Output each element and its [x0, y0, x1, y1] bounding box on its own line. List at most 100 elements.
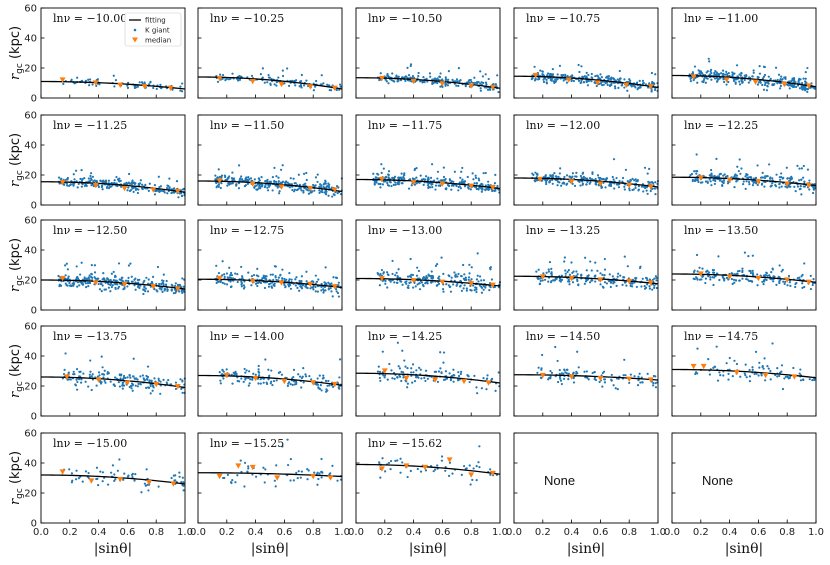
- k-giant-point: [101, 188, 104, 191]
- k-giant-point: [611, 175, 614, 179]
- k-giant-point: [112, 74, 115, 77]
- median-marker: [150, 284, 157, 290]
- k-giant-point: [111, 284, 114, 287]
- k-giant-point: [113, 479, 116, 482]
- k-giant-point: [478, 179, 481, 182]
- k-giant-point: [141, 187, 144, 191]
- k-giant-point: [590, 80, 593, 83]
- k-giant-point: [127, 279, 130, 282]
- k-giant-point: [466, 374, 469, 377]
- k-giant-point: [486, 88, 490, 91]
- k-giant-point: [755, 372, 758, 375]
- legend-kgiant-label: K giant: [145, 27, 170, 35]
- panel-label: lnν = −11.50: [210, 119, 284, 132]
- panel-label: lnν = −10.00: [53, 12, 127, 25]
- k-giant-point: [778, 374, 781, 378]
- k-giant-point: [89, 172, 93, 175]
- k-giant-point: [740, 71, 743, 75]
- x-tick-label: 0.6: [750, 527, 766, 538]
- k-giant-point: [754, 350, 758, 353]
- k-giant-point: [634, 279, 637, 282]
- k-giant-point: [329, 283, 332, 286]
- k-giant-point: [784, 280, 787, 284]
- k-giant-point: [391, 377, 394, 380]
- k-giant-point: [100, 282, 103, 285]
- k-giant-point: [694, 372, 697, 376]
- k-giant-point: [721, 275, 724, 278]
- k-giant-point: [480, 190, 483, 193]
- k-giant-point: [229, 285, 233, 289]
- k-giant-point: [770, 270, 773, 274]
- k-giant-point: [487, 180, 490, 183]
- k-giant-point: [452, 368, 455, 371]
- fitting-curve: [197, 76, 343, 90]
- k-giant-point: [137, 188, 140, 191]
- x-tick-label: 0.4: [564, 527, 580, 538]
- k-giant-point: [608, 273, 611, 276]
- fitting-curve: [355, 77, 501, 89]
- median-marker: [489, 470, 496, 477]
- k-giant-point: [733, 186, 736, 189]
- k-giant-point: [324, 192, 327, 195]
- k-giant-point: [803, 88, 806, 91]
- k-giant-point: [575, 370, 578, 373]
- k-giant-point: [572, 377, 575, 380]
- k-giant-point: [707, 57, 710, 60]
- k-giant-point: [798, 372, 801, 375]
- k-giant-point: [601, 385, 604, 388]
- k-giant-point: [377, 182, 380, 185]
- k-giant-point: [313, 189, 316, 192]
- k-giant-point: [64, 282, 67, 285]
- median-marker: [536, 176, 543, 183]
- k-giant-point: [381, 457, 384, 460]
- panel-frame: [197, 7, 343, 99]
- k-giant-point: [118, 385, 121, 388]
- k-giant-point: [322, 185, 325, 189]
- k-giant-point: [463, 273, 466, 276]
- k-giant-point: [399, 471, 402, 474]
- k-giant-point: [598, 178, 601, 181]
- k-giant-point: [70, 481, 73, 484]
- fitting-curve: [671, 176, 817, 187]
- k-giant-point: [637, 189, 640, 192]
- k-giant-point: [144, 287, 147, 290]
- k-giant-point: [629, 179, 633, 182]
- k-giant-point: [420, 377, 423, 380]
- median-marker: [489, 84, 496, 91]
- k-giant-point: [406, 66, 409, 69]
- k-giant-point: [400, 370, 403, 373]
- k-giant-point: [532, 173, 535, 177]
- x-tick-label: 0.6: [276, 527, 292, 538]
- k-giant-point: [794, 285, 797, 289]
- median-marker: [439, 181, 446, 187]
- k-giant-point: [623, 78, 626, 81]
- k-giant-point: [279, 168, 283, 171]
- k-giant-point: [334, 276, 338, 279]
- k-giant-point: [299, 476, 302, 479]
- k-giant-point: [484, 171, 487, 175]
- k-giant-point: [779, 82, 782, 85]
- k-giant-point: [427, 273, 430, 276]
- k-giant-point: [267, 73, 270, 77]
- k-giant-point: [750, 176, 753, 180]
- k-giant-point: [217, 168, 220, 171]
- k-giant-point: [234, 481, 237, 484]
- k-giant-point: [379, 272, 382, 276]
- k-giant-point: [727, 372, 730, 376]
- k-giant-point: [800, 275, 803, 278]
- k-giant-point: [653, 277, 656, 280]
- k-giant-point: [596, 174, 600, 177]
- k-giant-point: [653, 187, 657, 190]
- k-giant-point: [795, 85, 798, 89]
- k-giant-point: [631, 282, 634, 285]
- panel-label: lnν = −12.75: [210, 224, 284, 237]
- panel-label: lnν = −14.25: [368, 330, 442, 343]
- k-giant-point: [557, 175, 560, 178]
- k-giant-point: [494, 173, 497, 176]
- k-giant-point: [270, 369, 273, 372]
- k-giant-point: [65, 262, 68, 265]
- k-giant-point: [245, 369, 248, 372]
- k-giant-point: [389, 468, 392, 471]
- k-giant-point: [806, 66, 809, 70]
